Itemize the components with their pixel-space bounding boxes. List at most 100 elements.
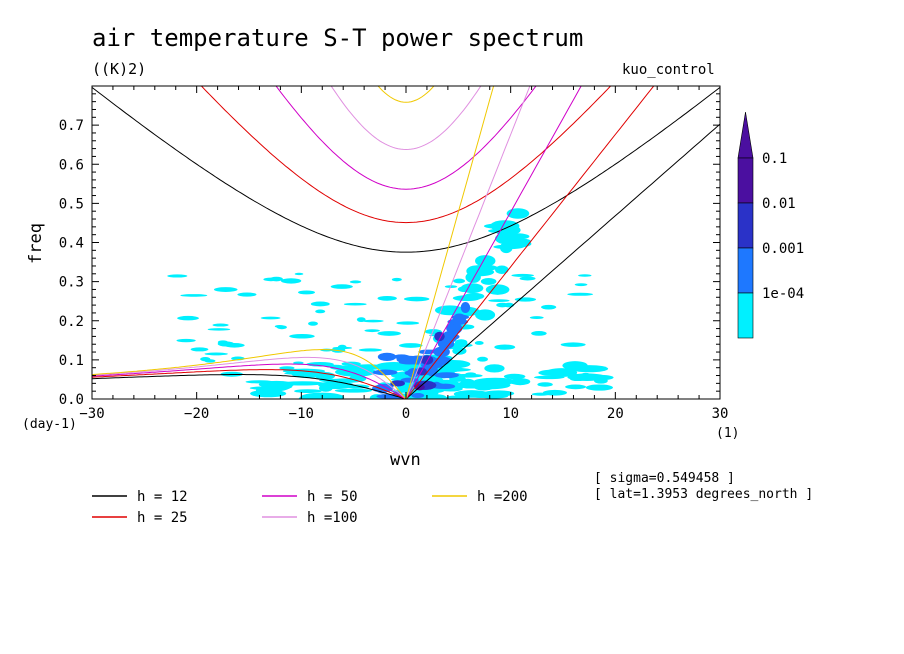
colorbar-segment xyxy=(737,247,754,294)
power-blob xyxy=(167,274,188,278)
power-blob xyxy=(310,301,330,307)
power-blob xyxy=(477,356,488,362)
power-blob xyxy=(567,292,594,296)
power-blob xyxy=(475,255,496,267)
power-blob xyxy=(200,357,211,362)
power-blob xyxy=(398,343,423,348)
power-blob xyxy=(472,381,496,391)
power-blob xyxy=(330,284,353,289)
power-blob xyxy=(435,356,451,364)
y-tick-label: 0.0 xyxy=(59,392,84,408)
power-blob xyxy=(398,360,421,365)
power-blob xyxy=(580,372,591,378)
power-blob xyxy=(578,274,592,277)
power-blob xyxy=(466,267,495,277)
power-blob xyxy=(391,277,402,282)
power-blob xyxy=(460,283,484,294)
power-blob xyxy=(180,294,208,297)
x-axis-label: wvn xyxy=(390,450,421,470)
dispersion-curve-rossby-h100 xyxy=(92,356,407,399)
power-blob xyxy=(245,380,274,384)
power-blob xyxy=(435,383,456,389)
power-blob xyxy=(332,346,353,350)
power-blob xyxy=(298,290,316,295)
power-blob xyxy=(207,328,231,331)
power-blob xyxy=(453,390,490,398)
power-blob xyxy=(474,341,484,345)
power-blob xyxy=(280,278,302,284)
colorbar-label: 0.01 xyxy=(762,196,796,212)
power-blob xyxy=(349,280,362,284)
power-blob xyxy=(488,299,510,302)
power-blob xyxy=(510,240,531,246)
power-blob xyxy=(411,393,425,399)
power-blob xyxy=(403,296,430,302)
power-blob xyxy=(574,283,588,287)
power-blob xyxy=(506,208,530,219)
power-blob xyxy=(433,346,450,358)
power-blob xyxy=(263,277,279,282)
power-blob xyxy=(372,369,398,376)
colorbar-label: 1e-04 xyxy=(762,286,804,302)
power-blob xyxy=(377,331,401,336)
legend-label: h = 25 xyxy=(137,510,188,526)
colorbar-segment xyxy=(737,202,754,249)
dispersion-curve-kelvin-h12 xyxy=(405,123,720,399)
power-blob xyxy=(493,244,524,250)
power-blob xyxy=(405,370,417,376)
power-blob xyxy=(585,384,614,391)
power-blob xyxy=(325,364,344,368)
power-blob xyxy=(212,323,229,327)
power-blob xyxy=(213,287,238,292)
y-tick-label: 0.3 xyxy=(59,275,84,291)
dispersion-curve-kelvin-h100 xyxy=(405,86,531,399)
power-blob xyxy=(396,321,420,325)
colorbar-cap xyxy=(737,111,754,159)
dispersion-curve-rossby-h12 xyxy=(92,374,407,399)
dispersion-curves xyxy=(92,86,720,399)
power-blob xyxy=(448,325,460,332)
power-blob xyxy=(204,352,228,356)
dispersion-curve-gravity-h100 xyxy=(330,86,482,151)
power-blob xyxy=(315,309,326,314)
power-blob xyxy=(519,276,536,281)
colorbar-segment xyxy=(737,292,754,339)
power-blob xyxy=(294,272,304,276)
y-tick-label: 0.7 xyxy=(59,118,84,134)
power-blob xyxy=(362,319,384,323)
power-blob xyxy=(503,373,526,380)
colorbar-segment xyxy=(737,157,754,204)
dispersion-curve-rossby-h200 xyxy=(92,348,407,399)
power-blob xyxy=(480,278,497,285)
power-blob xyxy=(490,220,520,232)
power-blob xyxy=(496,230,512,235)
power-blob xyxy=(224,343,245,348)
power-blob xyxy=(358,348,382,352)
dispersion-curve-gravity-h200 xyxy=(377,86,435,103)
dispersion-curve-gravity-h50 xyxy=(275,86,537,190)
power-blob xyxy=(529,316,544,320)
y-tick-label: 0.2 xyxy=(59,314,84,330)
x-unit-label: (1) xyxy=(716,426,740,441)
power-blob xyxy=(308,321,318,326)
power-blob xyxy=(289,333,315,339)
power-blob xyxy=(494,344,516,350)
power-blob xyxy=(503,302,515,308)
power-blob xyxy=(531,330,547,336)
power-blob xyxy=(294,389,322,393)
power-blob xyxy=(452,295,481,302)
colorbar-label: 0.001 xyxy=(762,241,804,257)
power-blob xyxy=(334,388,373,393)
power-blob xyxy=(453,278,466,284)
y-unit-label: (day-1) xyxy=(22,417,77,432)
chart-title: air temperature S-T power spectrum xyxy=(92,24,584,52)
power-blob xyxy=(465,372,477,376)
power-blob xyxy=(475,309,496,321)
power-blob xyxy=(377,295,397,301)
dispersion-curve-kelvin-h50 xyxy=(405,86,582,399)
legend-label: h = 12 xyxy=(137,489,188,505)
power-blob xyxy=(375,362,413,371)
colorbar-label: 0.1 xyxy=(762,151,787,167)
power-blob xyxy=(420,355,434,365)
units-label: ((K)2) xyxy=(92,60,147,78)
